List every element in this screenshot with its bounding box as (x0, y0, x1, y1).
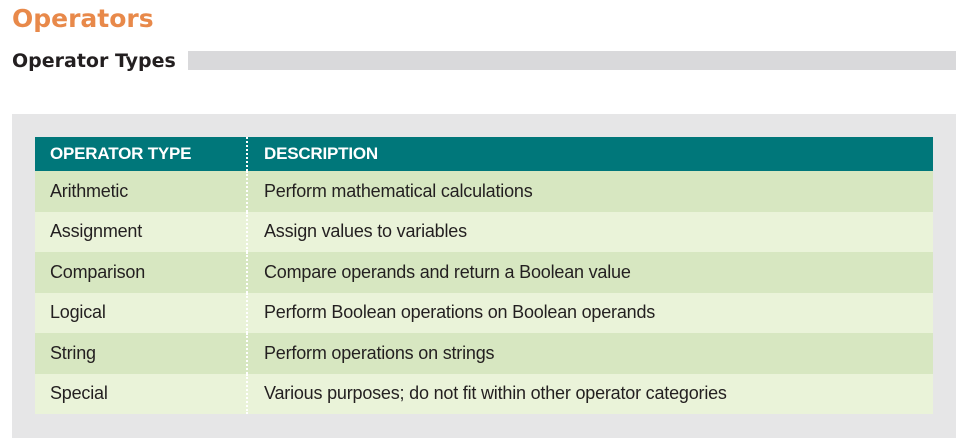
table-row: Special Various purposes; do not fit wit… (35, 373, 933, 414)
table-panel: OPERATOR TYPE DESCRIPTION Arithmetic Per… (12, 114, 956, 438)
description-cell: Compare operands and return a Boolean va… (247, 252, 933, 293)
operator-type-cell: Assignment (35, 211, 248, 252)
description-cell: Perform operations on strings (247, 333, 933, 374)
page-title: Operators (12, 4, 154, 33)
section-rule (187, 50, 956, 70)
operator-type-cell: Comparison (35, 252, 248, 293)
operator-type-cell: Special (35, 373, 248, 414)
table-row: Arithmetic Perform mathematical calculat… (35, 171, 933, 212)
column-header-operator-type: OPERATOR TYPE (35, 137, 248, 171)
operator-type-cell: String (35, 333, 248, 374)
operator-type-cell: Arithmetic (35, 171, 248, 212)
description-cell: Perform mathematical calculations (247, 171, 933, 212)
section-title: Operator Types (12, 50, 176, 72)
table-header-row: OPERATOR TYPE DESCRIPTION (35, 137, 933, 171)
description-cell: Perform Boolean operations on Boolean op… (247, 292, 933, 333)
table-container: OPERATOR TYPE DESCRIPTION Arithmetic Per… (35, 137, 933, 414)
section-header: Operator Types (12, 46, 956, 76)
table-row: String Perform operations on strings (35, 333, 933, 374)
table-row: Comparison Compare operands and return a… (35, 252, 933, 293)
operator-type-cell: Logical (35, 292, 248, 333)
column-header-description: DESCRIPTION (247, 137, 933, 171)
description-cell: Various purposes; do not fit within othe… (247, 373, 933, 414)
operator-types-table: OPERATOR TYPE DESCRIPTION Arithmetic Per… (35, 137, 933, 414)
table-row: Assignment Assign values to variables (35, 211, 933, 252)
description-cell: Assign values to variables (247, 211, 933, 252)
table-row: Logical Perform Boolean operations on Bo… (35, 292, 933, 333)
